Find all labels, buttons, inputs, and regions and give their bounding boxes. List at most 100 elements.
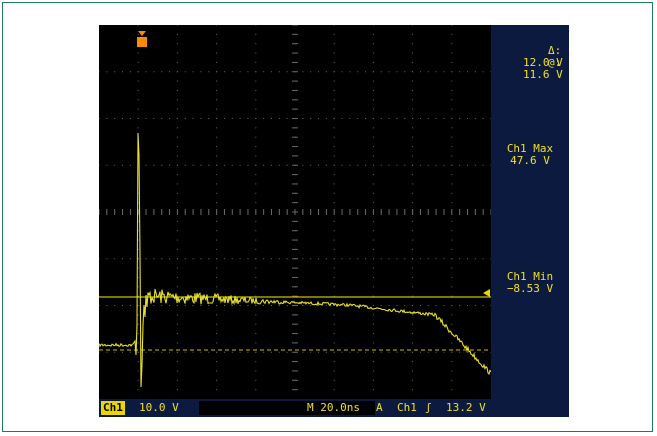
- grid-dot: [216, 108, 218, 110]
- grid-dot: [137, 295, 139, 297]
- grid-dot: [137, 248, 139, 250]
- grid-dot: [216, 33, 218, 35]
- grid-dot: [239, 305, 241, 306]
- grid-dot: [192, 71, 194, 73]
- grid-dot: [451, 192, 453, 194]
- grid-dot: [333, 146, 335, 148]
- at-value: 11.6 V: [523, 68, 563, 81]
- grid-dot: [255, 370, 257, 372]
- grid-dot: [372, 43, 374, 45]
- grid-dot: [396, 305, 398, 306]
- grid-dot: [341, 118, 343, 119]
- grid-dot: [372, 71, 374, 73]
- grid-dot: [435, 305, 437, 306]
- grid-dot: [176, 276, 178, 278]
- grid-dot: [208, 164, 210, 166]
- grid-dot: [255, 43, 257, 45]
- grid-dot: [169, 71, 171, 73]
- grid-dot: [200, 258, 202, 260]
- grid-dot: [443, 164, 445, 166]
- grid-dot: [349, 71, 351, 73]
- grid-dot: [208, 351, 210, 353]
- grid-dot: [216, 248, 218, 250]
- grid-dot: [302, 71, 304, 73]
- grid-dot: [216, 361, 218, 363]
- grid-dot: [176, 314, 178, 316]
- grid-dot: [451, 52, 453, 54]
- grid-dot: [466, 164, 468, 166]
- grid-dot: [176, 155, 178, 157]
- grid-dot: [216, 146, 218, 148]
- grid-dot: [372, 305, 374, 306]
- grid-dot: [333, 370, 335, 372]
- grid-dot: [137, 239, 139, 241]
- grid-dot: [137, 52, 139, 54]
- grid-dot: [176, 248, 178, 250]
- grid-dot: [255, 71, 257, 73]
- grid-dot: [372, 183, 374, 185]
- grid-dot: [216, 323, 218, 325]
- grid-dot: [216, 174, 218, 176]
- grid-dot: [451, 342, 453, 344]
- ch1-max-value: 47.6 V: [510, 154, 550, 167]
- grid-dot: [325, 351, 327, 353]
- grid-dot: [129, 258, 131, 260]
- grid-dot: [451, 174, 453, 176]
- grid-dot: [396, 164, 398, 166]
- grid-dot: [176, 361, 178, 363]
- grid-dot: [129, 351, 131, 353]
- grid-dot: [412, 136, 414, 138]
- grid-dot: [137, 267, 139, 269]
- grid-dot: [145, 351, 147, 353]
- grid-dot: [263, 118, 265, 119]
- grid-dot: [325, 258, 327, 260]
- grid-dot: [255, 286, 257, 288]
- at-readout: @: 11.6 V: [495, 45, 563, 93]
- grid-dot: [169, 305, 171, 306]
- grid-dot: [451, 61, 453, 63]
- grid-dot: [247, 258, 249, 260]
- channel-tag[interactable]: Ch1: [101, 401, 125, 415]
- grid-dot: [443, 118, 445, 119]
- trigger-position-marker[interactable]: [135, 31, 149, 47]
- grid-dot: [153, 351, 155, 353]
- grid-dot: [106, 258, 108, 260]
- grid-dot: [318, 118, 320, 119]
- grid-dot: [255, 314, 257, 316]
- grid-dot: [325, 164, 327, 166]
- grid-dot: [333, 230, 335, 232]
- grid-dot: [380, 258, 382, 260]
- grid-dot: [412, 239, 414, 241]
- grid-dot: [333, 248, 335, 250]
- grid-dot: [451, 389, 453, 391]
- grid-dot: [216, 239, 218, 241]
- grid-dot: [333, 286, 335, 288]
- grid-dot: [372, 192, 374, 194]
- grid-dot: [169, 351, 171, 353]
- grid-dot: [419, 351, 421, 353]
- grid-dot: [231, 164, 233, 166]
- grid-dot: [99, 71, 100, 73]
- grid-dot: [176, 258, 178, 260]
- grid-dot: [451, 295, 453, 297]
- grid-dot: [161, 305, 163, 306]
- grid-dot: [176, 286, 178, 288]
- grid-dot: [129, 305, 131, 306]
- grid-dot: [216, 118, 218, 119]
- grid-dot: [114, 351, 116, 353]
- grid-dot: [255, 89, 257, 91]
- grid-dot: [372, 258, 374, 260]
- grid-dot: [176, 267, 178, 269]
- grid-dot: [412, 351, 414, 353]
- grid-dot: [380, 118, 382, 119]
- grid-dot: [451, 146, 453, 148]
- grid-dot: [372, 33, 374, 35]
- grid-dot: [412, 248, 414, 250]
- grid-dot: [208, 305, 210, 306]
- grid-dot: [176, 164, 178, 166]
- grid-dot: [192, 118, 194, 119]
- grid-dot: [459, 118, 461, 119]
- grid-dot: [333, 351, 335, 353]
- grid-dot: [412, 183, 414, 185]
- grid-dot: [451, 43, 453, 45]
